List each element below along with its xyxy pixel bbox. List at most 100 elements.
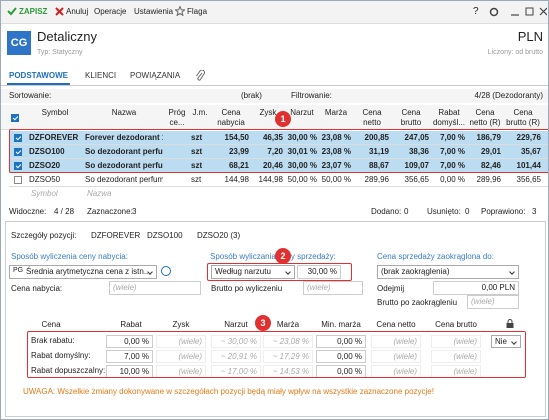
column-header[interactable]: Rabat domyśl... [432,108,465,127]
purchase-method[interactable]: Średnia arytmetyczna cena z istn... [9,265,157,279]
cell: 31,19 [368,147,389,156]
select-all-checkbox [11,114,19,122]
lock-select[interactable]: Nie [491,335,521,348]
cell: 7,00 % [440,133,465,142]
column-header[interactable]: Cena brutto [400,108,422,127]
table-row [9,131,548,145]
grid-row-label: Rabat dopuszczalny: [31,366,106,375]
grid-cell[interactable]: 7,00 % [106,350,153,363]
row-checkbox[interactable] [14,176,22,184]
cell: 247,05 [404,133,429,142]
refresh-button[interactable] [161,266,171,276]
sale-method[interactable]: Według narzutu [211,265,295,279]
cell: DZSO50 [29,175,61,184]
column-header[interactable]: J.m. [192,108,208,117]
rounding-gross-label: Brutto po zaokrągleniu [377,298,458,307]
subtract-value[interactable]: 0,00 PLN [433,281,519,295]
cell: 7,00 % [440,161,465,170]
column-header[interactable]: Symbol [41,108,69,117]
grid-row-label: Rabat domyślny: [31,351,91,360]
warning: UWAGA: Wszelkie zmiany dokonywane w szcz… [23,387,434,396]
purchase-price[interactable]: (wiele) [109,281,201,295]
grid-cell: ~ 20,91 % [211,350,261,363]
column-header[interactable]: Marża [324,108,348,117]
save-icon [7,7,17,16]
grid-row-label: Brak rabatu: [31,336,75,345]
operations-menu[interactable]: Operacje [94,7,127,16]
cell: 50,00 % [321,175,351,184]
flag-button[interactable]: Flaga [187,7,208,16]
column-header[interactable]: Cena nabycia [217,108,245,127]
currency: PLN [517,30,543,44]
flag-icon [175,6,185,16]
sale-value[interactable]: 30,00 % [297,265,341,279]
cell: 20,46 [262,161,283,170]
cell: 7,00 % [440,147,465,156]
attachments-icon[interactable] [195,70,205,82]
cell: 0,00 % [440,175,465,184]
cell: 23,08 % [321,147,351,156]
grid-header: Cena [41,320,61,329]
row-checkbox[interactable] [14,162,22,170]
grid-cell[interactable]: 0,00 % [106,335,153,348]
tab[interactable]: KLIENCI [85,71,117,80]
tab[interactable]: POWIĄZANIA [130,71,181,80]
cell: 50,00 % [287,175,317,184]
cell: 109,07 [404,161,429,170]
cell: 88,67 [368,161,389,170]
callout: 1 [275,111,291,127]
cancel-button[interactable]: Anuluj [66,7,89,16]
cell: 46,35 [262,133,283,142]
save-button[interactable]: ZAPISZ [19,7,48,16]
grid-cell[interactable]: 0,00 % [316,335,366,348]
column-header[interactable]: Nazwa [111,108,137,117]
column-header[interactable]: Cena netto (R) [469,108,501,127]
grid-cell: (wiele) [371,365,421,378]
grid-header: Narzut [224,320,248,329]
cell: 30,00 % [287,133,317,142]
callout: 2 [275,248,291,264]
sort-value: (brak) [241,91,262,100]
details-item: DZSO100 [147,231,183,240]
sale-highlight [207,263,352,281]
rounding-method[interactable]: (brak zaokrąglenia) [377,265,519,279]
row-checkbox[interactable] [14,134,22,142]
subtract-label: Odejmij [377,284,405,293]
filter-label: Filtrowanie: [291,91,332,100]
settings-menu[interactable]: Ustawienia [134,7,174,16]
grid-header: Marża [276,320,300,329]
column-header[interactable]: Zysk [259,108,277,117]
tab[interactable]: PODSTAWOWE [7,69,70,85]
callout: 3 [255,315,271,331]
toolbar [1,1,548,24]
details-panel [5,221,546,417]
column-header[interactable]: Cena netto [362,108,382,127]
rounding-gross[interactable]: (wiele) [467,295,519,309]
grid-cell[interactable]: 0,00 % [316,350,366,363]
cell: DZSO100 [29,147,65,156]
grid-cell: (wiele) [431,335,481,348]
help-button[interactable]: ? [473,6,479,17]
details-title: Szczegóły pozycji: [11,231,77,240]
cell: szt [191,175,202,184]
grid-header: Rabat [120,320,142,329]
grid-header: Cena netto [376,320,416,329]
added-label: Dodano: [371,207,402,216]
cell: 101,44 [516,161,541,170]
visible-count: 4 / 28 [54,207,75,216]
column-header[interactable]: Cena brutto (R) [506,108,540,127]
cell: So dezodorant perfum... [85,175,163,184]
column-header[interactable]: Próg ce... [168,108,186,127]
sale-label: Sposób wyliczania ceny sprzedaży: [210,252,336,261]
filter-value: 4/28 (Dezodoranty) [474,91,543,100]
grid-cell: (wiele) [371,350,421,363]
cell: Forever dezodorant 1... [85,133,163,142]
sale-gross[interactable]: (wiele) [303,281,363,295]
cell: 23,07 % [321,161,351,170]
cell: 289,96 [364,175,389,184]
sort-bar [1,89,548,103]
column-header[interactable]: Narzut [290,108,314,117]
row-checkbox[interactable] [14,148,22,156]
grid-cell: ~ 17,29 % [263,350,313,363]
cell: 154,50 [224,133,249,142]
